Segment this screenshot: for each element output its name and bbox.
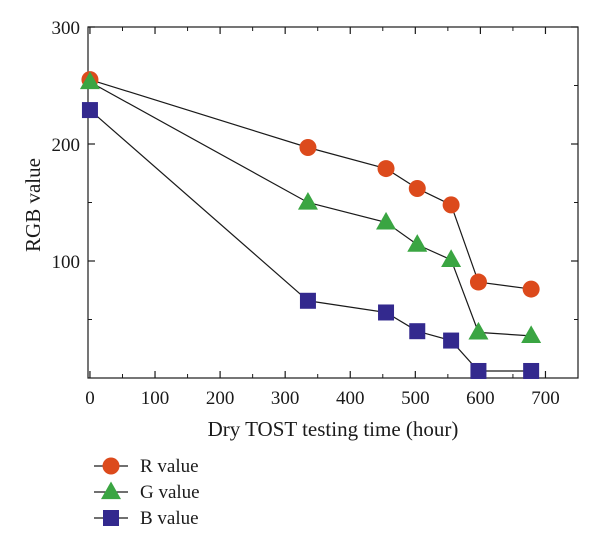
data-point-r [442,196,460,214]
legend-item-g: G value [94,481,200,503]
data-point-b [378,304,395,321]
x-tick-label: 700 [531,388,560,409]
x-tick-label: 0 [85,388,95,409]
x-axis-title: Dry TOST testing time (hour) [208,417,459,441]
data-point-r [522,280,540,298]
x-tick-label: 200 [206,388,235,409]
legend-label: R value [140,456,199,477]
data-point-g [441,249,462,267]
series-r [81,71,540,298]
data-point-b [443,332,460,349]
x-axis: 0 100 200 300 400 500 600 700 [85,27,560,409]
x-tick-label: 400 [336,388,365,409]
data-point-b [81,102,98,119]
legend-label: G value [140,482,200,503]
y-axis-title: RGB value [21,158,45,252]
series-r-line [89,79,532,290]
y-tick-label: 100 [52,252,81,273]
data-point-g [297,191,318,210]
y-tick-label: 200 [52,135,81,156]
legend-item-b: B value [94,508,199,529]
data-point-b [299,292,316,309]
legend-swatch-triangle [101,481,121,500]
x-tick-label: 300 [271,388,300,409]
legend-item-r: R value [94,456,199,477]
x-tick-label: 600 [466,388,495,409]
legend-swatch-circle [102,457,120,475]
series-g [79,71,542,344]
data-point-g [407,234,428,252]
series-layer [79,71,542,379]
data-point-r [408,179,426,197]
data-point-b [523,362,540,379]
data-point-b [470,362,487,379]
y-tick-label: 300 [52,18,81,39]
plot-frame [87,26,579,379]
data-point-g [521,325,542,344]
legend: R value G value B value [94,456,200,529]
data-point-b [409,323,426,340]
data-point-g [468,321,489,340]
data-point-r [469,273,487,291]
plot-border [87,26,579,379]
x-tick-label: 100 [141,388,170,409]
x-tick-label: 500 [401,388,430,409]
legend-swatch-square [103,510,119,526]
data-point-g [376,211,397,230]
series-b [81,102,540,379]
legend-label: B value [140,508,199,529]
data-point-r [377,160,395,178]
y-axis: 100 200 300 [52,18,578,320]
data-point-g [79,71,100,90]
data-point-r [299,139,317,157]
